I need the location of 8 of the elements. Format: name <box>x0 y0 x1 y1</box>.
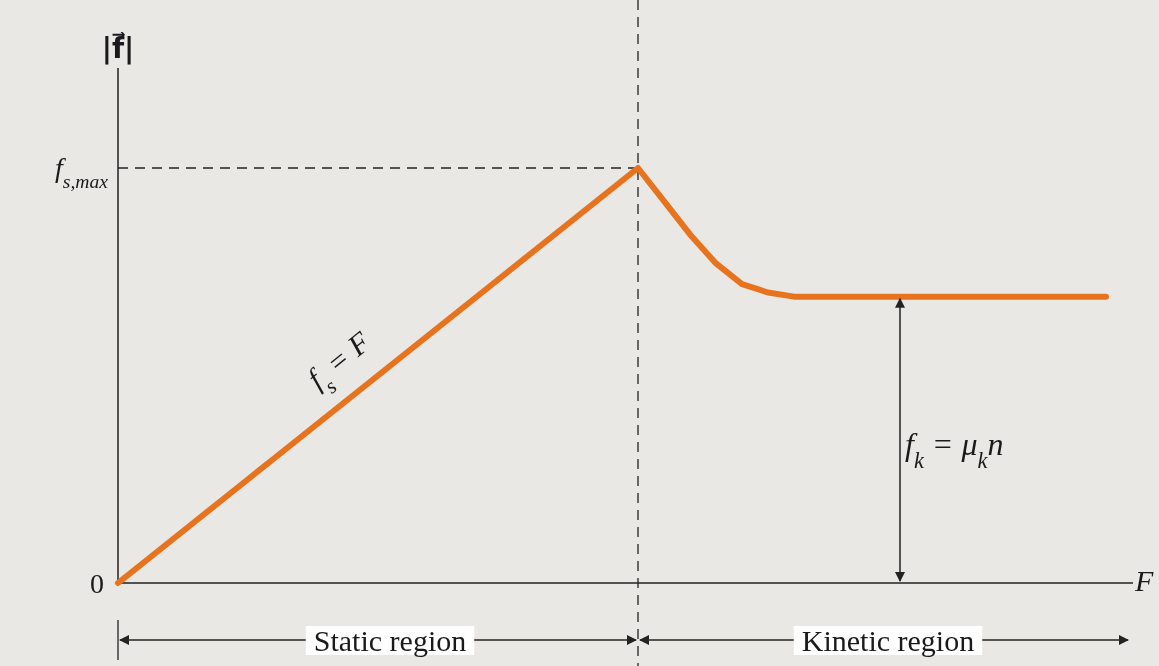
text: Kinetic region <box>801 624 975 657</box>
x-axis-title: F <box>1134 564 1154 597</box>
annotation: f$_{s}$ = F <box>300 324 377 399</box>
ref-line-label: f$_{s,max}$ <box>55 152 109 192</box>
text: Static region <box>313 624 467 657</box>
text: 0 <box>90 568 104 599</box>
annotation: f$_{k}$ = μ$_{k}$n <box>905 426 1004 473</box>
y-axis-title: |f⃗| <box>101 30 135 65</box>
